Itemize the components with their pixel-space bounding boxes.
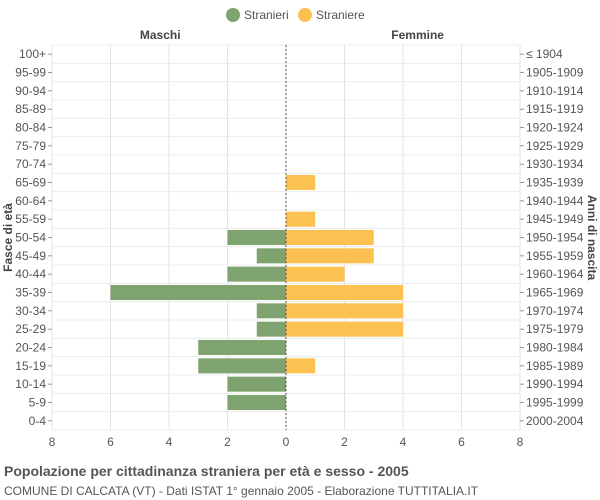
header-femmine: Femmine [391,28,444,42]
age-label: 25-29 [15,322,46,336]
bar-straniere-35-39 [286,284,403,301]
birth-year-label: 1935-1939 [526,176,584,190]
age-label: 65-69 [15,176,46,190]
bar-stranieri-40-44 [227,266,286,282]
x-tick-label: 4 [166,435,173,449]
age-label: 85-89 [15,102,46,116]
bar-stranieri-25-29 [256,321,286,337]
bar-straniere-45-49 [286,248,374,264]
x-tick-label: 8 [49,435,56,449]
header-maschi: Maschi [140,28,181,42]
x-tick-label: 0 [283,435,290,449]
bar-stranieri-35-39 [110,284,286,301]
age-label: 45-49 [15,249,46,263]
birth-year-label: 1980-1984 [526,341,584,355]
x-tick-label: 2 [341,435,348,449]
legend-label-stranieri: Stranieri [244,8,289,22]
birth-year-label: 1915-1919 [526,102,584,116]
age-label: 35-39 [15,286,46,300]
birth-year-label: 1975-1979 [526,322,584,336]
birth-year-label: 1995-1999 [526,396,584,410]
age-label: 40-44 [15,267,46,281]
y-axis-title-right: Anni di nascita [585,195,599,281]
legend-label-straniere: Straniere [316,8,365,22]
x-tick-label: 8 [517,435,524,449]
birth-year-label: 1950-1954 [526,231,584,245]
bar-stranieri-10-14 [227,376,286,392]
age-label: 15-19 [15,359,46,373]
legend-swatch-stranieri [226,8,240,22]
birth-year-label: 1905-1909 [526,66,584,80]
age-label: 90-94 [15,84,46,98]
birth-year-label: 1940-1944 [526,194,584,208]
age-label: 60-64 [15,194,46,208]
birth-year-label: 1930-1934 [526,157,584,171]
x-tick-label: 6 [458,435,465,449]
birth-year-label: 1960-1964 [526,267,584,281]
legend-swatch-straniere [298,8,312,22]
bar-straniere-55-59 [286,211,316,227]
age-label: 80-84 [15,121,46,135]
bar-stranieri-15-19 [198,358,286,374]
age-label: 100+ [19,47,46,61]
age-label: 20-24 [15,341,46,355]
age-label: 0-4 [29,414,47,428]
bar-straniere-40-44 [286,266,345,282]
bar-straniere-15-19 [286,358,316,374]
age-label: 50-54 [15,231,46,245]
birth-year-label: 1955-1959 [526,249,584,263]
age-label: 95-99 [15,66,46,80]
age-label: 5-9 [29,396,47,410]
birth-year-label: 1925-1929 [526,139,584,153]
bar-straniere-65-69 [286,174,316,191]
x-tick-label: 4 [400,435,407,449]
y-axis-title-left: Fasce di età [1,203,15,272]
bar-straniere-25-29 [286,321,403,337]
bar-stranieri-30-34 [256,303,286,319]
chart-title: Popolazione per cittadinanza straniera p… [4,463,409,479]
age-label: 70-74 [15,157,46,171]
age-label: 10-14 [15,377,46,391]
birth-year-label: 1945-1949 [526,212,584,226]
x-tick-label: 2 [224,435,231,449]
age-label: 75-79 [15,139,46,153]
birth-year-label: 1965-1969 [526,286,584,300]
birth-year-label: 1985-1989 [526,359,584,373]
birth-year-label: ≤ 1904 [526,47,563,61]
age-label: 55-59 [15,212,46,226]
bar-stranieri-5-9 [227,394,286,411]
bar-straniere-30-34 [286,303,403,319]
chart-subtitle: COMUNE DI CALCATA (VT) - Dati ISTAT 1° g… [4,484,479,498]
bar-stranieri-45-49 [256,248,286,264]
birth-year-label: 1910-1914 [526,84,584,98]
age-label: 30-34 [15,304,46,318]
birth-year-label: 2000-2004 [526,414,584,428]
birth-year-label: 1990-1994 [526,377,584,391]
bar-stranieri-50-54 [227,229,286,246]
birth-year-label: 1970-1974 [526,304,584,318]
bar-stranieri-20-24 [198,339,286,356]
birth-year-label: 1920-1924 [526,121,584,135]
bar-straniere-50-54 [286,229,374,246]
x-tick-label: 6 [107,435,114,449]
